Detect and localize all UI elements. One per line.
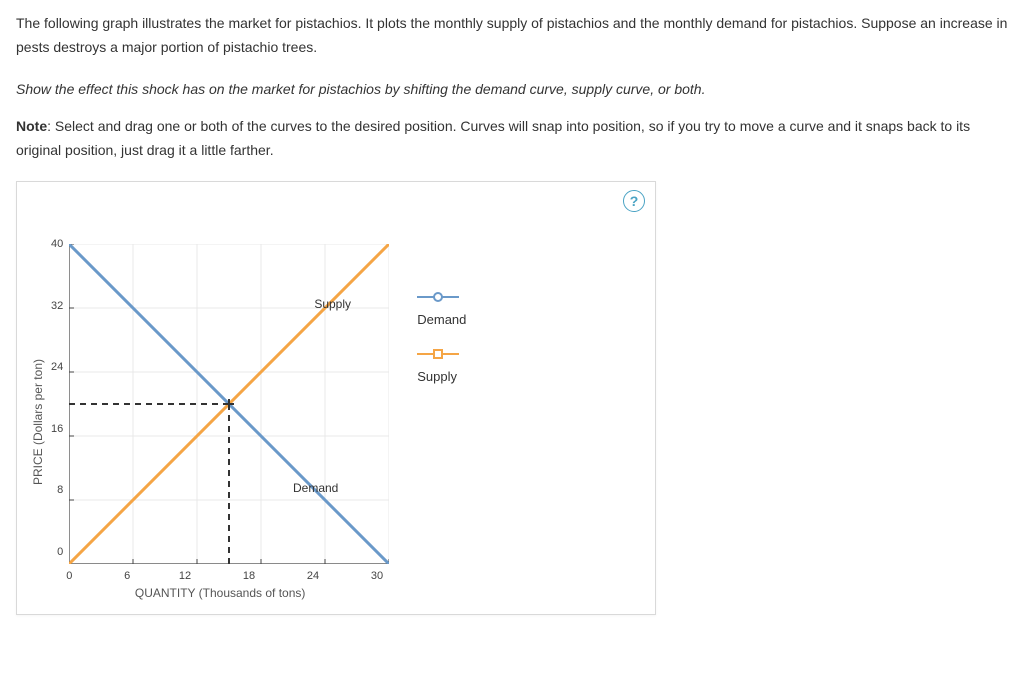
note-label: Note [16, 118, 47, 134]
x-tick-labels: 0612182430 [69, 570, 389, 582]
intro-text: The following graph illustrates the mark… [16, 12, 1008, 60]
legend: Demand Supply [417, 290, 466, 384]
supply-curve-label: Supply [315, 297, 352, 311]
note-text: Note: Select and drag one or both of the… [16, 115, 1008, 163]
legend-glyph-supply [417, 347, 459, 361]
instruction-text: Show the effect this shock has on the ma… [16, 78, 1008, 102]
legend-label-demand: Demand [417, 312, 466, 327]
x-axis-label: QUANTITY (Thousands of tons) [135, 586, 306, 600]
legend-item-supply[interactable]: Supply [417, 347, 466, 384]
y-tick-labels: 4032241680 [51, 244, 63, 564]
chart-card: ? PRICE (Dollars per ton) 4032241680 Sup… [16, 181, 656, 615]
legend-label-supply: Supply [417, 369, 457, 384]
legend-item-demand[interactable]: Demand [417, 290, 466, 327]
note-body: : Select and drag one or both of the cur… [16, 118, 970, 158]
plot-wrap: 4032241680 Supply Demand 0612182430 QUANT… [51, 244, 389, 600]
chart-body: PRICE (Dollars per ton) 4032241680 Suppl… [31, 244, 641, 600]
y-axis-label: PRICE (Dollars per ton) [31, 359, 45, 485]
demand-curve-label: Demand [293, 481, 338, 495]
help-icon[interactable]: ? [623, 190, 645, 212]
chart-area: PRICE (Dollars per ton) 4032241680 Suppl… [31, 244, 389, 600]
plot-svg[interactable]: Supply Demand [69, 244, 389, 564]
legend-glyph-demand [417, 290, 459, 304]
